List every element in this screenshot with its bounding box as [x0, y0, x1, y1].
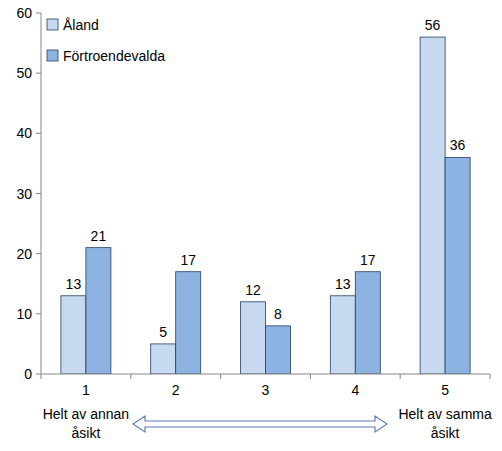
x-tick-label: 2: [172, 382, 180, 398]
legend: Åland Förtroendevalda: [47, 17, 165, 64]
y-tick-label: 0: [24, 366, 32, 382]
x-axis: [41, 374, 490, 375]
y-tick-label: 60: [16, 5, 32, 21]
bars: [61, 37, 470, 374]
bar: [61, 296, 86, 374]
legend-label: Förtroendevalda: [63, 48, 165, 64]
annotation-line: åsikt: [72, 425, 101, 441]
y-tick-label: 40: [16, 125, 32, 141]
x-tick-label: 4: [351, 382, 359, 398]
y-tick-label: 30: [16, 186, 32, 202]
legend-swatch: [47, 50, 58, 61]
y-tick-label: 20: [16, 246, 32, 262]
bar: [151, 344, 176, 374]
x-tick: [41, 374, 42, 379]
chart: 135121356211781736010203040506012345Helt…: [0, 0, 502, 451]
data-label: 8: [274, 306, 282, 322]
annotation-line: Helt av annan: [43, 406, 129, 422]
x-tick-label: 1: [82, 382, 90, 398]
bar: [176, 272, 201, 374]
bar: [266, 326, 291, 374]
legend-swatch: [47, 19, 58, 30]
x-tick: [310, 374, 311, 379]
y-tick-label: 10: [16, 306, 32, 322]
y-tick: [36, 13, 41, 14]
annotation: Helt av samma åsikt: [398, 406, 492, 441]
double-arrow: [133, 416, 387, 432]
bar: [355, 272, 380, 374]
y-tick: [36, 374, 41, 375]
bar: [420, 37, 445, 374]
bar: [86, 248, 111, 374]
data-label: 12: [245, 282, 261, 298]
y-tick: [36, 193, 41, 194]
data-label: 36: [450, 137, 466, 153]
annotation-line: åsikt: [431, 425, 460, 441]
x-tick-label: 5: [441, 382, 449, 398]
y-tick-label: 50: [16, 65, 32, 81]
data-label: 17: [180, 252, 196, 268]
data-label: 56: [425, 17, 441, 33]
bar: [241, 302, 266, 374]
data-labels: 13 5 12 13 56 21 17 8 17 36: [66, 17, 466, 340]
data-label: 13: [335, 276, 351, 292]
annotation-line: Helt av samma: [398, 406, 492, 422]
y-tick: [36, 253, 41, 254]
data-label: 17: [360, 252, 376, 268]
bar: [330, 296, 355, 374]
x-tick: [130, 374, 131, 379]
y-tick: [36, 313, 41, 314]
x-tick-label: 3: [262, 382, 270, 398]
x-tick: [490, 374, 491, 379]
data-label: 21: [91, 228, 107, 244]
data-label: 13: [66, 276, 82, 292]
legend-label: Åland: [63, 17, 99, 33]
bar: [445, 157, 470, 374]
x-tick: [220, 374, 221, 379]
annotation: Helt av annan åsikt: [43, 406, 129, 441]
data-label: 5: [159, 324, 167, 340]
y-tick: [36, 133, 41, 134]
y-tick: [36, 73, 41, 74]
x-tick: [400, 374, 401, 379]
